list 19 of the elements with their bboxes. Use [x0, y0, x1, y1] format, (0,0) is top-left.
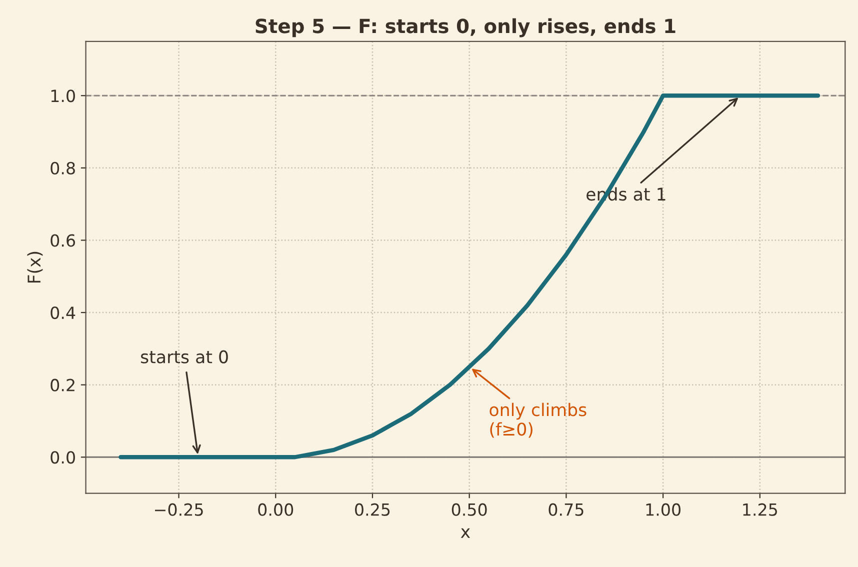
annotation: starts at 0: [140, 350, 228, 364]
x-tick-label: 1.25: [743, 503, 777, 516]
y-tick-label: 0.6: [50, 234, 76, 247]
x-tick-label: 0.50: [452, 503, 487, 516]
y-tick-label: 0.2: [50, 378, 74, 392]
x-axis-title: x: [460, 528, 470, 538]
x-tick-label: −0.25: [155, 503, 203, 516]
y-tick-label: 1.0: [51, 90, 75, 102]
x-tick-label: 0.25: [355, 503, 390, 516]
chart-title: Step 5 — F: starts 0, only rises, ends 1: [256, 18, 676, 38]
y-tick-label: 0.8: [50, 162, 75, 174]
x-tick-label: 0.00: [258, 503, 294, 516]
y-axis-title: F(x): [27, 252, 43, 283]
x-tick-label: 0.75: [548, 503, 584, 516]
y-tick-label: 0.0: [50, 451, 75, 464]
y-tick-label: 0.4: [50, 306, 76, 320]
x-tick-label: 1.00: [646, 503, 680, 516]
line-series: [118, 94, 820, 460]
annotation: only climbs (f≥0): [490, 402, 586, 438]
